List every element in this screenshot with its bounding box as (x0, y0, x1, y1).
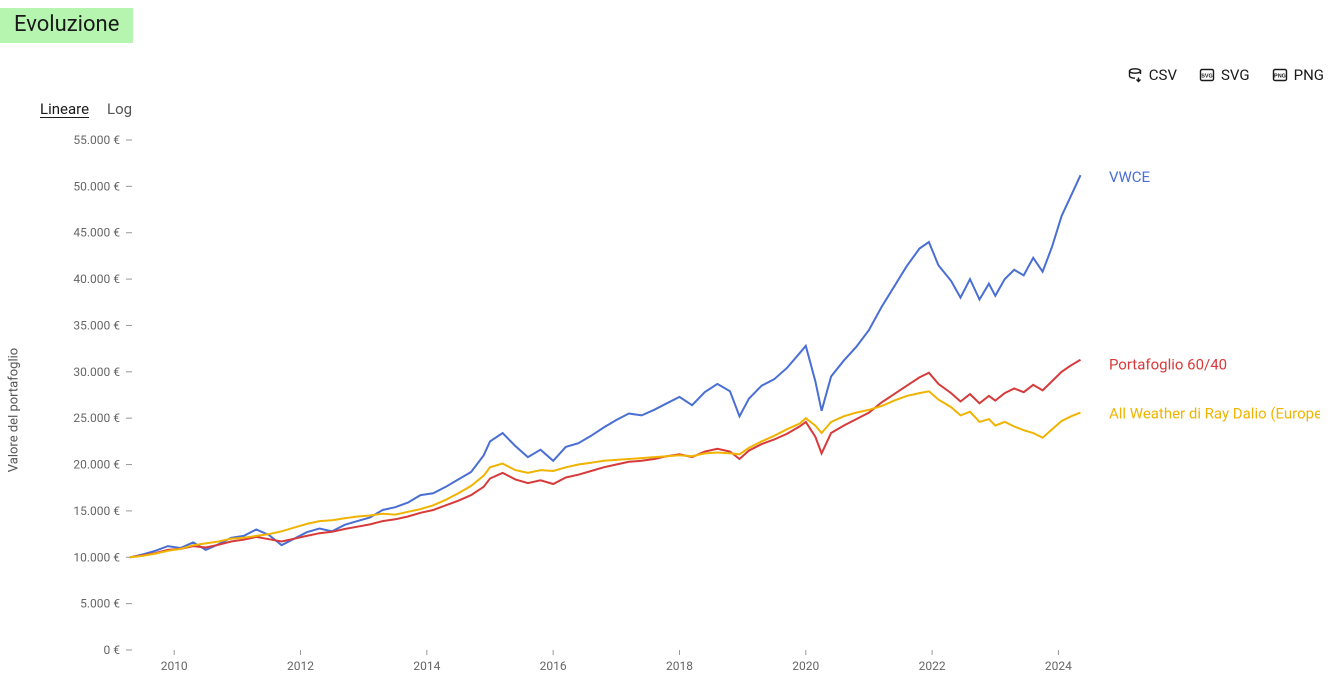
svg-text:10.000 €: 10.000 € (73, 550, 120, 564)
export-png-button[interactable]: PNG PNG (1272, 66, 1324, 84)
series-allweather[interactable] (130, 391, 1081, 557)
svg-text:30.000 €: 30.000 € (73, 365, 120, 379)
svg-text:55.000 €: 55.000 € (73, 133, 120, 147)
scale-toggle: Lineare Log (40, 100, 132, 118)
svg-text:PNG: PNG (1274, 74, 1286, 80)
svg-text:50.000 €: 50.000 € (73, 179, 120, 193)
export-csv-button[interactable]: CSV (1127, 66, 1177, 84)
csv-icon (1127, 67, 1143, 83)
page-title: Evoluzione (0, 8, 133, 43)
series-label-vwce: VWCE (1109, 168, 1151, 186)
scale-linear-option[interactable]: Lineare (40, 100, 89, 118)
svg-text:15.000 €: 15.000 € (73, 504, 120, 518)
export-toolbar: CSV SVG SVG PNG PNG (1127, 66, 1324, 84)
export-svg-button[interactable]: SVG SVG (1199, 66, 1250, 84)
series-vwce[interactable] (130, 175, 1081, 557)
svg-text:2016: 2016 (540, 659, 567, 673)
scale-log-option[interactable]: Log (107, 100, 132, 118)
svg-text:2010: 2010 (161, 659, 188, 673)
svg-text:35.000 €: 35.000 € (73, 318, 120, 332)
svg-text:45.000 €: 45.000 € (73, 226, 120, 240)
svg-text:2014: 2014 (413, 659, 440, 673)
svg-text:20.000 €: 20.000 € (73, 458, 120, 472)
portfolio-evolution-chart: 0 € 5.000 € 10.000 € 15.000 € 20.000 € 25.000… (20, 130, 1320, 690)
png-icon: PNG (1272, 67, 1288, 83)
svg-text:2022: 2022 (919, 659, 946, 673)
svg-text:SVG: SVG (1201, 74, 1213, 80)
svg-text:2018: 2018 (666, 659, 693, 673)
svg-text:25.000 €: 25.000 € (73, 411, 120, 425)
svg-text:40.000 €: 40.000 € (73, 272, 120, 286)
svg-icon: SVG (1199, 67, 1215, 83)
svg-text:2020: 2020 (792, 659, 819, 673)
svg-text:0 €: 0 € (104, 643, 121, 657)
svg-text:2024: 2024 (1045, 659, 1072, 673)
export-svg-label: SVG (1221, 66, 1250, 84)
series-label-allweather: All Weather di Ray Dalio (Europe) (1109, 405, 1320, 423)
svg-text:5.000 €: 5.000 € (80, 597, 120, 611)
svg-text:2012: 2012 (287, 659, 314, 673)
export-png-label: PNG (1294, 66, 1324, 84)
series-label-p6040: Portafoglio 60/40 (1109, 355, 1227, 373)
export-csv-label: CSV (1149, 66, 1177, 84)
chart-container: Valore del portafoglio 0 €5.000 €10.000 … (20, 130, 1320, 690)
series-p6040[interactable] (130, 360, 1081, 558)
